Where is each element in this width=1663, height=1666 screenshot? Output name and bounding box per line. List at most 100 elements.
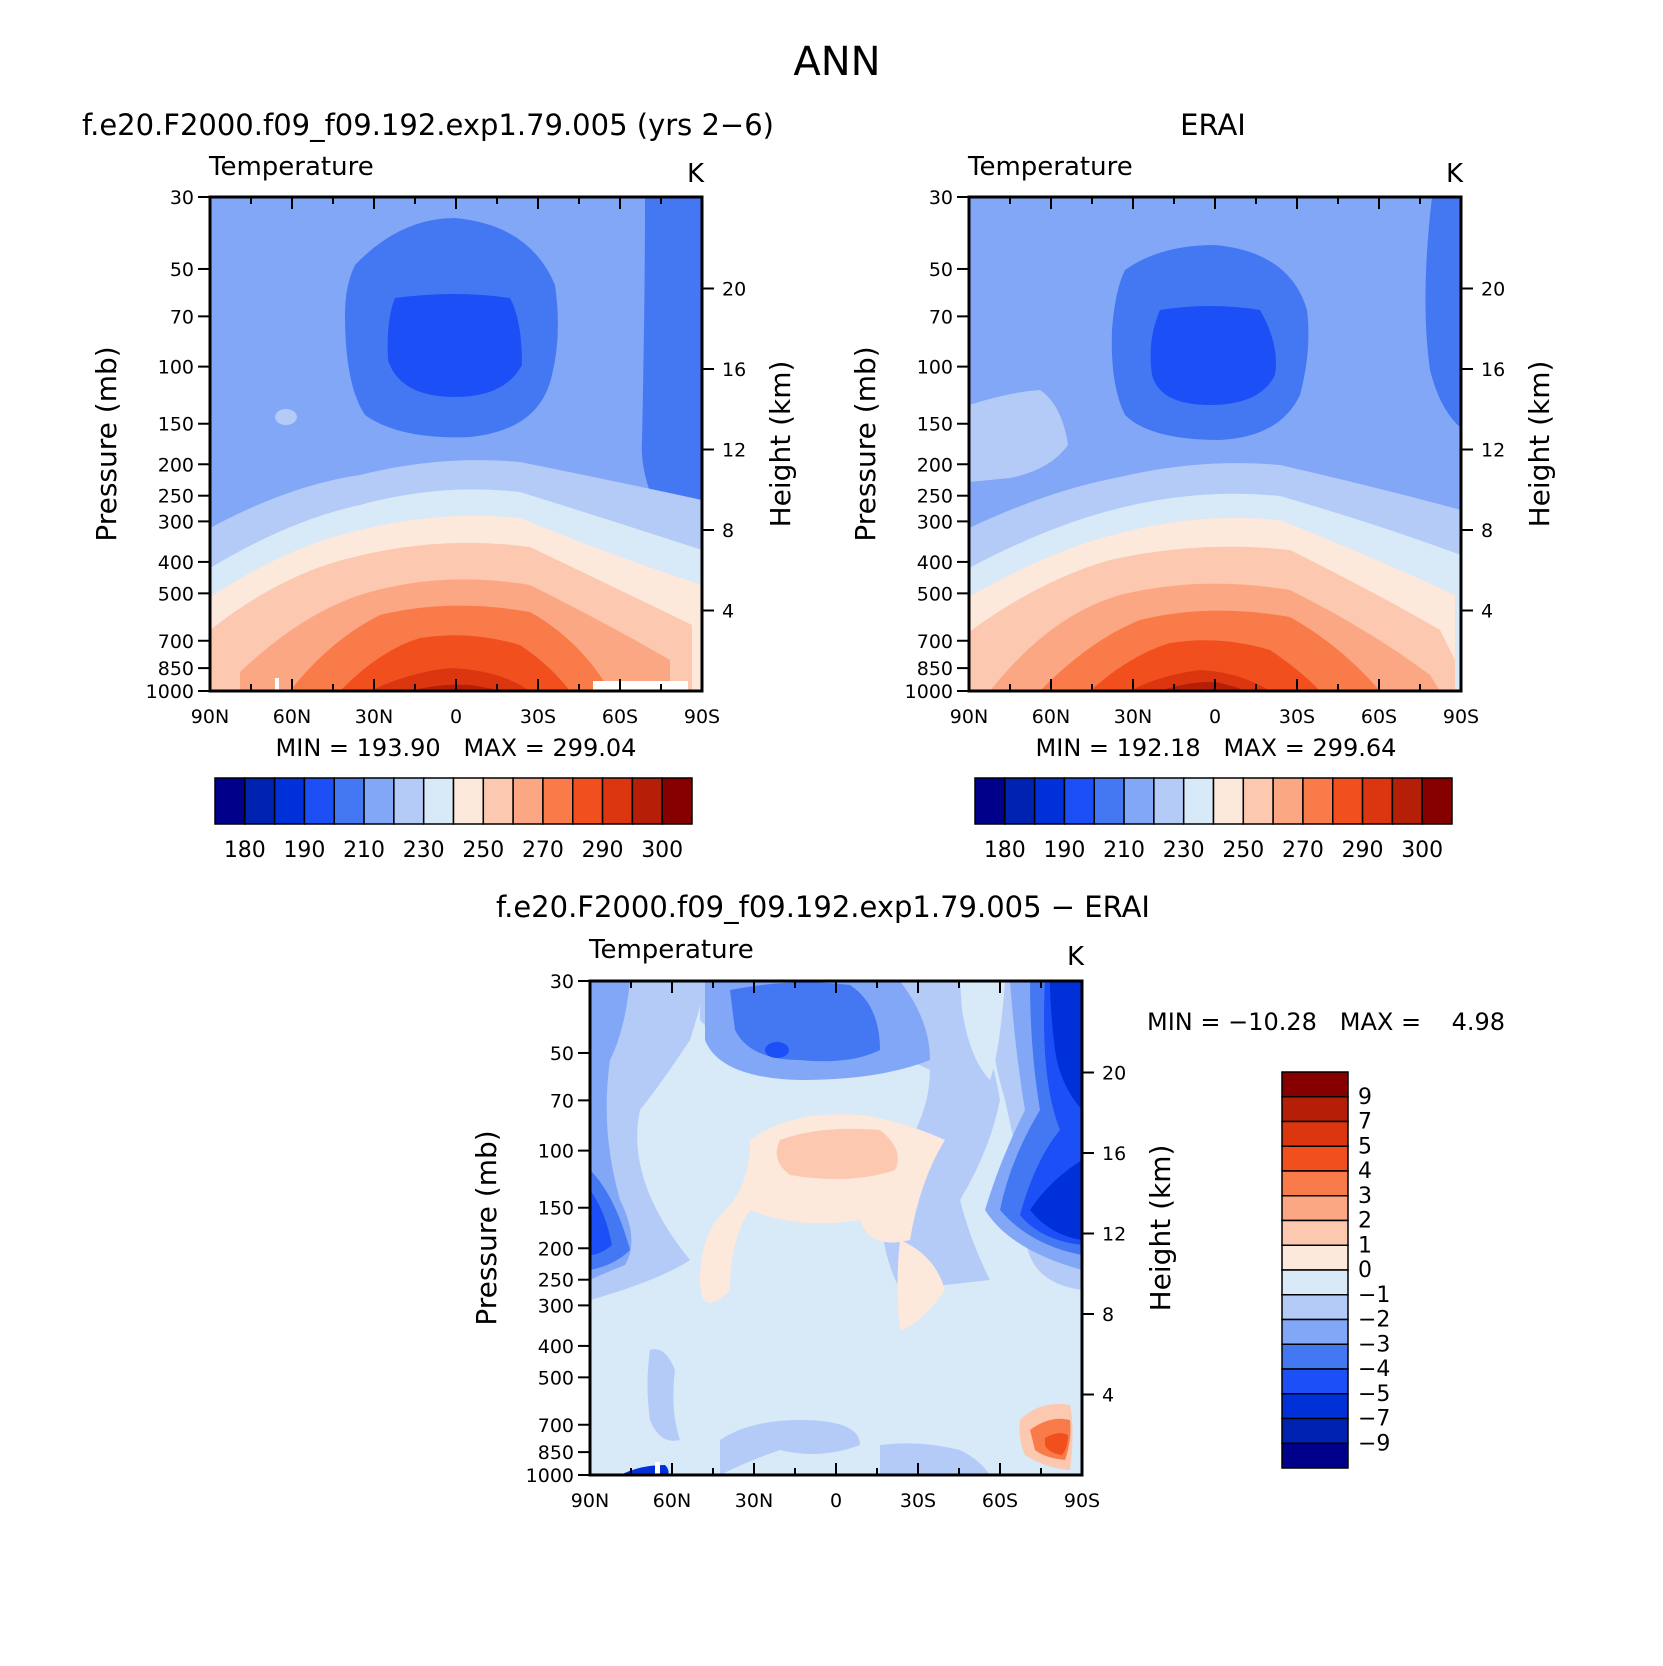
- height-tick-label: 12: [1481, 439, 1505, 461]
- y-tick-label: 500: [538, 1367, 574, 1389]
- colorbar-swatch: [1281, 1219, 1349, 1246]
- colorbar-label: 180: [984, 838, 1026, 863]
- panel-erai-axes: 90N 60N 30N 0 30S 60S 90S 30 50 70 100 150 200 250 300…: [905, 187, 1506, 728]
- colorbar-swatch: [1281, 1071, 1349, 1098]
- colorbar-swatch: [1281, 1120, 1349, 1147]
- panel-diff-ylabel-right: Height (km): [1144, 1145, 1177, 1312]
- y-tick-label: 400: [538, 1336, 574, 1358]
- colorbar-label: 9: [1358, 1085, 1372, 1110]
- panel-model-title: f.e20.F2000.f09_f09.192.exp1.79.005 (yrs…: [82, 108, 774, 142]
- x-tick-label: 90N: [191, 706, 229, 728]
- colorbar-label: 270: [522, 838, 564, 863]
- height-tick-label: 8: [722, 520, 734, 542]
- y-tick-label: 200: [538, 1238, 574, 1260]
- panel-model: f.e20.F2000.f09_f09.192.exp1.79.005 (yrs…: [82, 108, 797, 863]
- colorbar-label: 180: [224, 838, 266, 863]
- colorbar-swatch: [1063, 777, 1095, 825]
- panel-model-stats: MIN = 193.90 MAX = 299.04: [276, 734, 637, 762]
- colorbar-label: 300: [1401, 838, 1443, 863]
- y-tick-label: 70: [170, 306, 194, 328]
- colorbar-label: −5: [1358, 1382, 1390, 1407]
- x-tick-label: 90S: [1443, 706, 1479, 728]
- colorbar-label: 300: [641, 838, 683, 863]
- height-tick-label: 12: [1102, 1223, 1126, 1245]
- x-tick-label: 0: [830, 1490, 842, 1512]
- x-tick-label: 30S: [1279, 706, 1315, 728]
- height-tick-label: 16: [722, 359, 746, 381]
- colorbar-swatch: [1272, 777, 1304, 825]
- panel-erai-colorbar: 180 190 210 230 250 270 290 300: [974, 777, 1453, 863]
- y-tick-label: 30: [929, 187, 953, 209]
- height-tick-label: 4: [722, 600, 734, 622]
- colorbar-label: 210: [1103, 838, 1145, 863]
- y-tick-label: 850: [158, 658, 194, 680]
- colorbar-swatch: [1281, 1442, 1349, 1469]
- x-tick-label: 60S: [1361, 706, 1397, 728]
- y-tick-label: 100: [158, 357, 194, 379]
- y-tick-label: 500: [158, 583, 194, 605]
- colorbar-swatch: [482, 777, 514, 825]
- x-tick-label: 60S: [982, 1490, 1018, 1512]
- colorbar-swatch: [1281, 1343, 1349, 1370]
- height-tick-label: 8: [1481, 520, 1493, 542]
- colorbar-swatch: [1391, 777, 1423, 825]
- x-tick-label: 30S: [900, 1490, 936, 1512]
- y-tick-label: 300: [158, 511, 194, 533]
- colorbar-label: 4: [1358, 1159, 1372, 1184]
- x-tick-label: 90S: [684, 706, 720, 728]
- colorbar-swatch: [1123, 777, 1155, 825]
- colorbar-swatch: [542, 777, 574, 825]
- colorbar-swatch: [363, 777, 395, 825]
- colorbar-swatch: [1212, 777, 1245, 825]
- colorbar-label: 1: [1358, 1233, 1372, 1258]
- colorbar-swatch: [974, 777, 1006, 825]
- y-tick-label: 200: [158, 454, 194, 476]
- colorbar-swatch: [1281, 1393, 1349, 1420]
- x-tick-label: 60S: [602, 706, 638, 728]
- panel-model-variable: Temperature: [208, 152, 374, 182]
- y-tick-label: 150: [917, 414, 953, 436]
- x-tick-label: 30N: [1114, 706, 1152, 728]
- y-tick-label: 200: [917, 454, 953, 476]
- x-tick-label: 0: [1209, 706, 1221, 728]
- panel-diff-ylabel: Pressure (mb): [470, 1130, 503, 1325]
- colorbar-swatch: [1302, 777, 1334, 825]
- y-tick-label: 1000: [905, 681, 953, 703]
- colorbar-label: −9: [1358, 1431, 1390, 1456]
- y-tick-label: 700: [538, 1415, 574, 1437]
- y-tick-label: 1000: [146, 681, 194, 703]
- colorbar-swatch: [1093, 777, 1125, 825]
- y-tick-label: 1000: [526, 1465, 574, 1487]
- colorbar-swatch: [1281, 1096, 1349, 1123]
- panel-diff-title: f.e20.F2000.f09_f09.192.exp1.79.005 − ER…: [496, 890, 1150, 924]
- colorbar-swatch: [1281, 1145, 1349, 1172]
- y-tick-label: 50: [550, 1043, 574, 1065]
- y-tick-label: 50: [929, 259, 953, 281]
- figure-title: ANN: [793, 39, 880, 85]
- panel-diff-stats: MIN = −10.28 MAX = 4.98: [1147, 1008, 1505, 1036]
- panel-diff-units: K: [1067, 942, 1085, 972]
- colorbar-swatch: [1421, 777, 1453, 825]
- x-tick-label: 60N: [1032, 706, 1070, 728]
- y-tick-label: 850: [538, 1442, 574, 1464]
- colorbar-swatch: [512, 777, 544, 825]
- panel-erai-ylabel-right: Height (km): [1523, 361, 1556, 528]
- x-tick-label: 90N: [571, 1490, 609, 1512]
- colorbar-label: −2: [1358, 1308, 1390, 1333]
- colorbar-label: 2: [1358, 1209, 1372, 1234]
- y-tick-label: 500: [917, 583, 953, 605]
- height-tick-label: 4: [1102, 1384, 1114, 1406]
- colorbar-swatch: [214, 777, 246, 825]
- height-tick-label: 20: [1481, 278, 1505, 300]
- colorbar-swatch: [1281, 1195, 1349, 1222]
- y-tick-label: 100: [538, 1141, 574, 1163]
- x-tick-label: 60N: [273, 706, 311, 728]
- colorbar-label: 210: [343, 838, 385, 863]
- panel-erai-units: K: [1446, 159, 1464, 189]
- height-tick-label: 8: [1102, 1304, 1114, 1326]
- panel-model-ylabel-right: Height (km): [764, 361, 797, 528]
- colorbar-swatch: [1281, 1294, 1349, 1321]
- colorbar-swatch: [244, 777, 276, 825]
- colorbar-swatch: [1033, 777, 1066, 825]
